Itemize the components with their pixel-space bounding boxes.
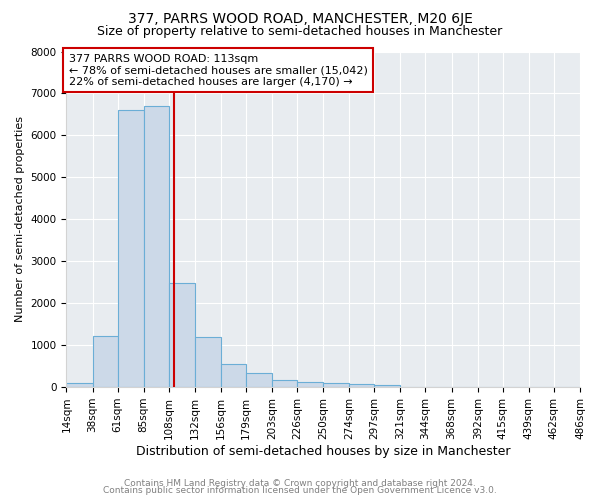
Bar: [221, 364, 246, 387]
Bar: [92, 336, 118, 387]
Bar: [297, 382, 323, 387]
Text: Contains HM Land Registry data © Crown copyright and database right 2024.: Contains HM Land Registry data © Crown c…: [124, 478, 476, 488]
Bar: [195, 337, 221, 387]
Y-axis label: Number of semi-detached properties: Number of semi-detached properties: [15, 116, 25, 322]
X-axis label: Distribution of semi-detached houses by size in Manchester: Distribution of semi-detached houses by …: [136, 444, 511, 458]
Text: 377 PARRS WOOD ROAD: 113sqm
← 78% of semi-detached houses are smaller (15,042)
2: 377 PARRS WOOD ROAD: 113sqm ← 78% of sem…: [68, 54, 367, 87]
Bar: [374, 385, 400, 387]
Bar: [272, 380, 297, 387]
Text: Contains public sector information licensed under the Open Government Licence v3: Contains public sector information licen…: [103, 486, 497, 495]
Bar: [67, 383, 92, 387]
Bar: [169, 283, 195, 387]
Bar: [246, 374, 272, 387]
Text: Size of property relative to semi-detached houses in Manchester: Size of property relative to semi-detach…: [97, 25, 503, 38]
Bar: [323, 383, 349, 387]
Bar: [118, 110, 143, 387]
Bar: [349, 384, 374, 387]
Bar: [143, 106, 169, 387]
Text: 377, PARRS WOOD ROAD, MANCHESTER, M20 6JE: 377, PARRS WOOD ROAD, MANCHESTER, M20 6J…: [128, 12, 472, 26]
